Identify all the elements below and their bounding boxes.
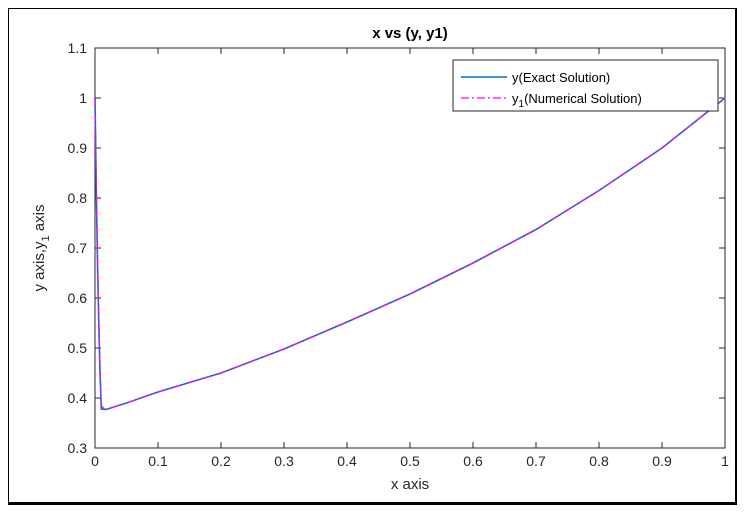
x-tick-label: 0.1 (148, 453, 168, 469)
y-axis-label-tail: axis (31, 205, 48, 236)
y-tick-label: 0.5 (68, 340, 88, 356)
x-tick-label: 0.6 (463, 453, 483, 469)
y-tick-label: 1 (79, 90, 87, 106)
x-tick-label: 0.2 (211, 453, 231, 469)
x-tick-label: 0.9 (652, 453, 672, 469)
x-tick-label: 1 (721, 453, 729, 469)
y-tick-label: 0.8 (68, 190, 88, 206)
x-axis-label: x axis (391, 476, 429, 493)
y-tick-label: 0.7 (68, 240, 88, 256)
chart-title: x vs (y, y1) (372, 25, 448, 42)
y-axis-label: y axis,y1 axis (31, 205, 52, 292)
x-ticks: 0 0.1 0.2 0.3 0.4 0.5 0.6 0.7 0.8 0.9 1 (91, 48, 729, 469)
y-axis-label-sub: 1 (40, 235, 52, 241)
x-tick-label: 0.3 (274, 453, 294, 469)
legend-label-exact: y(Exact Solution) (512, 70, 610, 85)
y-axis-label-group: y axis,y1 axis (31, 205, 52, 292)
x-tick-label: 0.5 (400, 453, 420, 469)
x-tick-label: 0.4 (337, 453, 357, 469)
plot-area (94, 47, 726, 449)
y-tick-label: 1.1 (68, 40, 88, 56)
y-tick-label: 0.6 (68, 290, 88, 306)
y-tick-label: 0.3 (68, 440, 88, 456)
series-line-numerical (94, 97, 726, 410)
legend: y(Exact Solution) y1(Numerical Solution) (452, 59, 719, 112)
x-tick-label: 0 (91, 453, 99, 469)
y-ticks: 0.3 0.4 0.5 0.6 0.7 0.8 0.9 1 1.1 (68, 40, 725, 456)
y-axis-label-main: y axis,y (31, 241, 48, 292)
legend-label-numerical: y1(Numerical Solution) (512, 91, 642, 110)
y-tick-label: 0.4 (68, 390, 88, 406)
legend-box (452, 59, 719, 112)
y-tick-label: 0.9 (68, 140, 88, 156)
series-layer (94, 97, 726, 411)
x-tick-label: 0.7 (526, 453, 546, 469)
x-tick-label: 0.8 (589, 453, 609, 469)
